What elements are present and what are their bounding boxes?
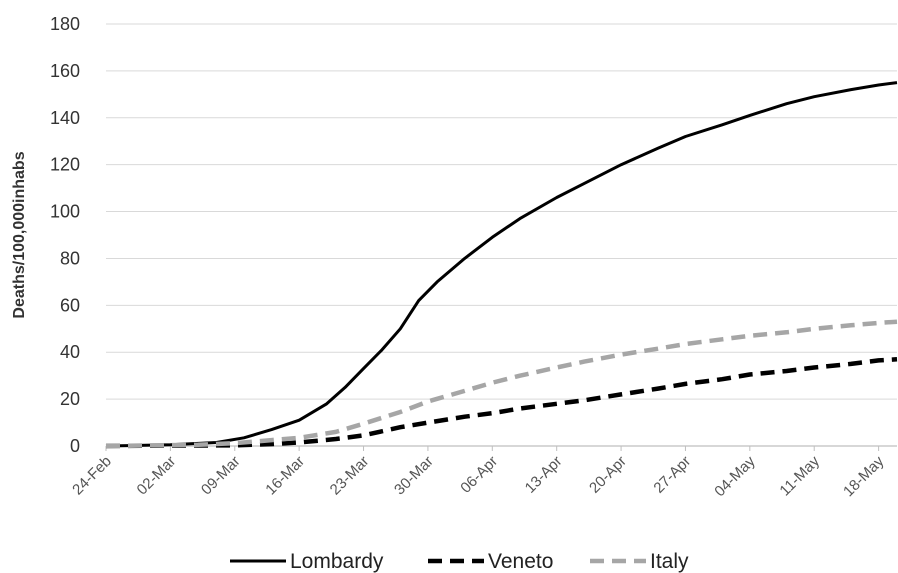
y-tick-label: 100 [50,202,80,222]
x-tick-label: 23-Mar [327,453,373,499]
x-tick-label: 09-Mar [198,453,244,499]
x-tick-label: 11-May [776,452,823,499]
x-tick-label: 27-Apr [650,453,694,497]
y-tick-label: 60 [60,295,80,315]
x-tick-label: 04-May [711,452,759,500]
series-lines [105,81,898,449]
y-tick-label: 40 [60,342,80,362]
y-tick-label: 140 [50,108,80,128]
y-axis-title: Deaths/100,000inhabs [11,151,28,318]
y-tick-label: 180 [50,14,80,34]
x-tick-label: 06-Apr [457,453,501,497]
y-axis-ticks: 0 20 40 60 80 100 120 140 160 180 [50,14,80,456]
y-tick-label: 80 [60,248,80,268]
legend-label-veneto: Veneto [488,550,553,573]
legend-label-lombardy: Lombardy [290,550,384,573]
y-tick-label: 120 [50,155,80,175]
x-tick-label: 13-Apr [522,453,566,497]
x-tick-label: 20-Apr [586,453,630,497]
series-line-lombardy [105,81,898,448]
gridlines [106,23,897,400]
legend: Lombardy Veneto Italy [230,550,689,573]
x-tick-label: 24-Feb [69,453,115,499]
y-tick-label: 20 [60,389,80,409]
legend-label-italy: Italy [650,550,689,573]
x-tick-label: 18-May [840,452,888,500]
series-line-italy [105,319,898,449]
y-tick-label: 160 [50,61,80,81]
series-line-veneto [105,357,898,449]
x-tick-label: 30-Mar [391,453,437,499]
x-tick-label: 16-Mar [262,453,308,499]
x-tick-label: 02-Mar [134,453,180,499]
x-axis-ticks: 24-Feb 02-Mar 09-Mar 16-Mar 23-Mar 30-Mar 06-A… [69,446,888,500]
y-tick-label: 0 [70,436,80,456]
